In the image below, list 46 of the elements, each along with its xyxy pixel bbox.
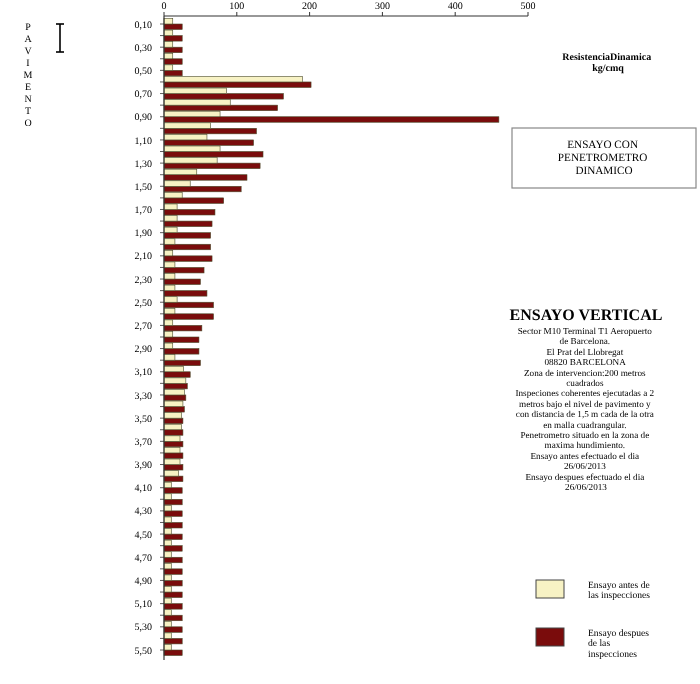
bar [163,197,224,204]
bar [163,278,201,285]
bar [163,603,183,610]
bar [163,255,213,262]
bar [163,35,183,42]
bar [163,580,183,587]
bar [163,267,205,274]
bar [163,545,183,552]
bar [163,389,185,396]
bar [163,116,500,123]
bar [163,290,208,297]
bar [163,336,200,343]
bar [163,533,183,540]
bar [163,377,187,384]
bar [163,447,181,454]
bar [163,313,214,320]
bar [163,151,264,158]
bar [163,93,284,100]
bar [163,348,200,355]
bar [163,522,183,529]
bar [163,638,183,645]
bar [163,301,214,309]
bar [163,220,213,227]
bar [163,232,211,239]
bar [163,243,211,251]
bar [163,626,183,633]
bar [163,510,183,517]
bar [163,649,183,656]
bar [163,162,261,169]
bar [163,58,183,65]
bar [163,487,183,494]
bar [163,359,201,366]
bar [163,104,278,111]
bar [163,423,182,431]
bar [163,209,216,216]
bar [163,435,181,442]
text: ENSAYO VERTICAL [509,306,663,324]
bar [163,174,248,181]
bar [163,400,184,407]
bar [163,325,203,332]
bar [163,186,242,193]
bar [163,591,183,598]
bar [163,568,183,575]
bar [163,412,182,419]
bar [163,470,179,477]
bar [163,458,181,465]
